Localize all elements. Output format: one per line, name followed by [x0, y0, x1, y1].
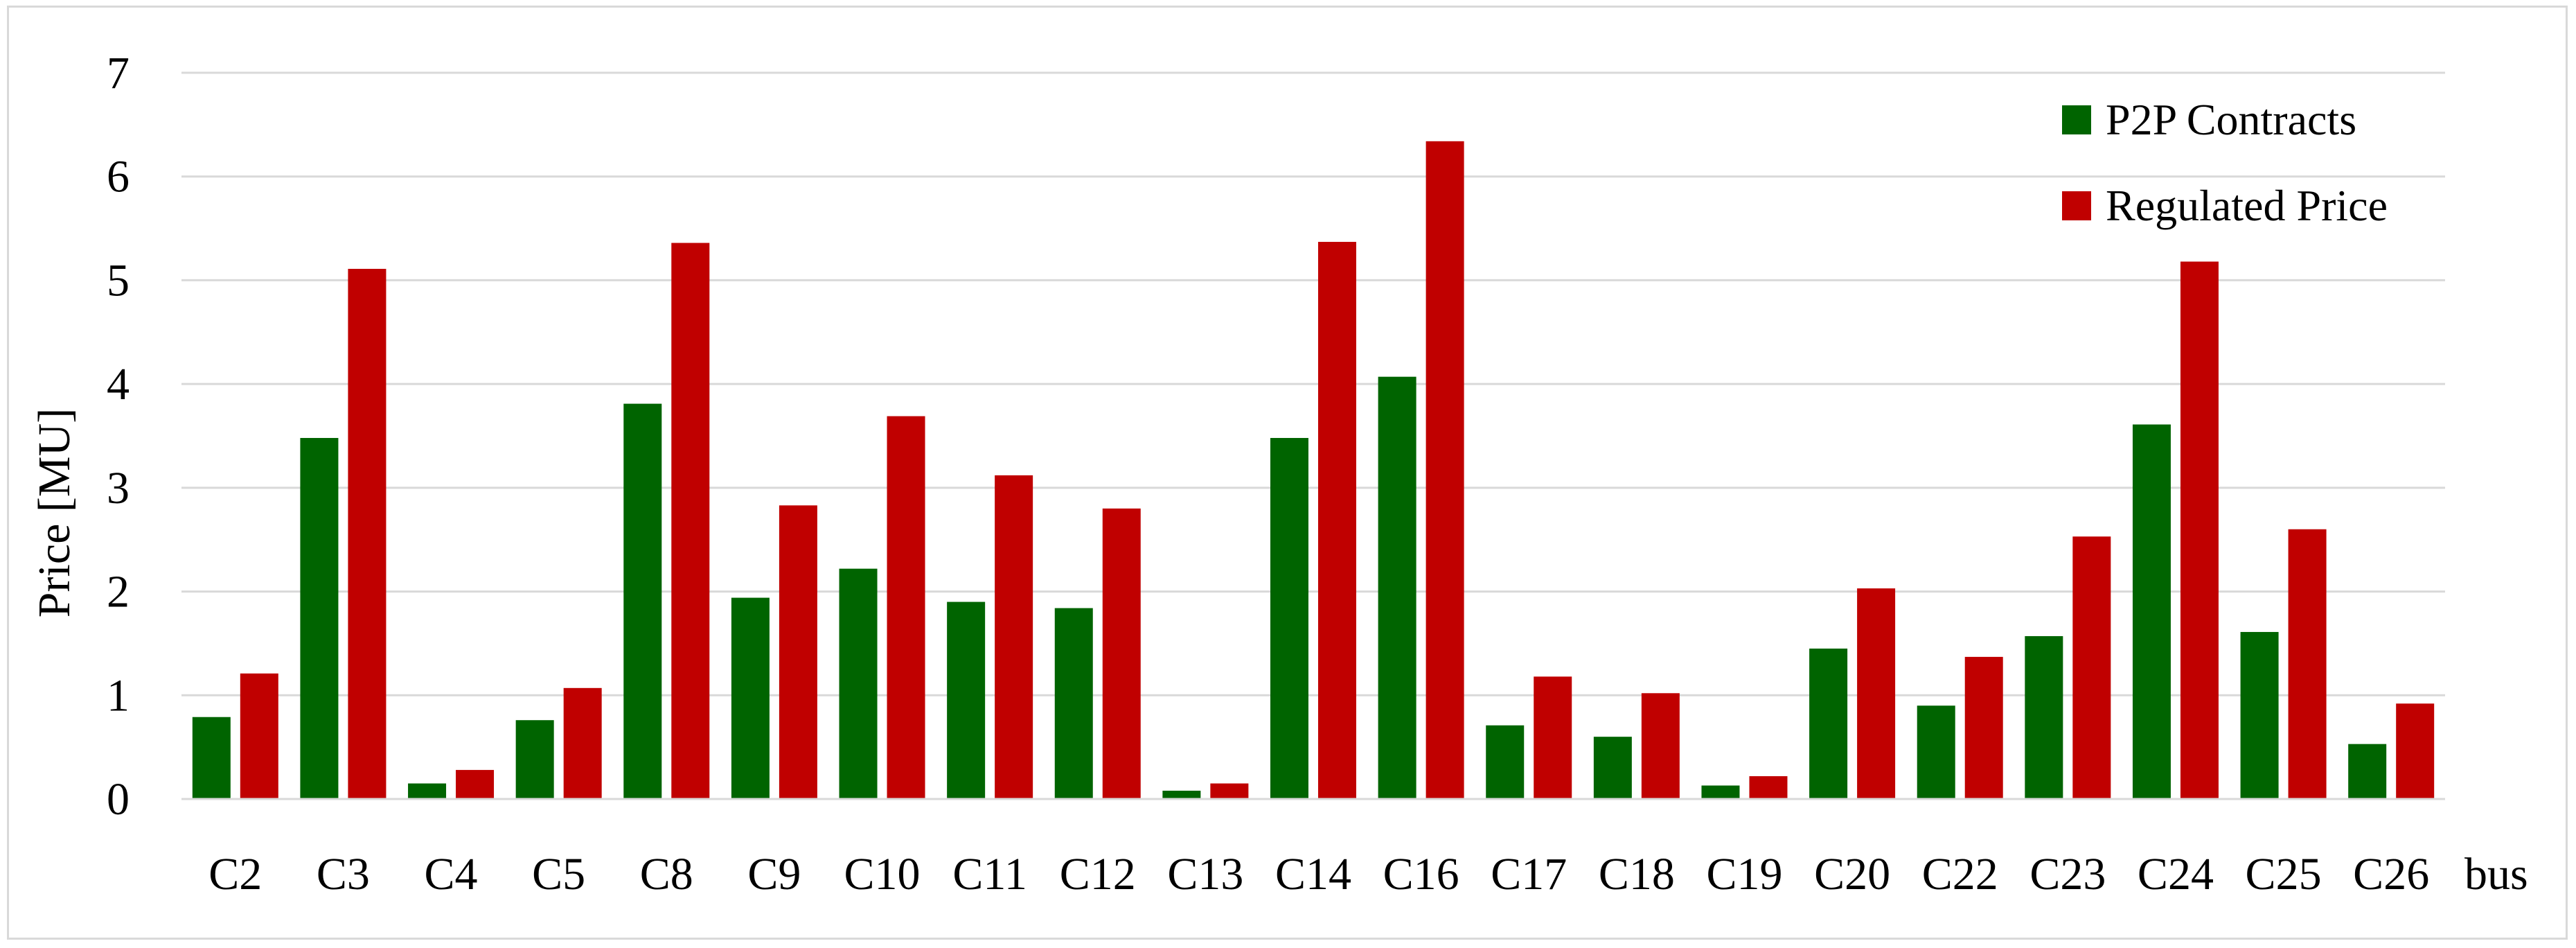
legend-swatch-regulated-price [2062, 191, 2091, 220]
bar-regulated-price-c2 [240, 673, 278, 799]
bar-regulated-price-c11 [995, 475, 1033, 799]
y-tick-label: 3 [107, 463, 130, 514]
bar-p2p-contracts-c13 [1162, 791, 1201, 799]
bar-p2p-contracts-c11 [947, 602, 986, 799]
bar-regulated-price-c19 [1749, 776, 1788, 799]
bar-regulated-price-c26 [2396, 703, 2435, 799]
bar-p2p-contracts-c5 [515, 720, 554, 799]
bar-regulated-price-c13 [1210, 783, 1249, 799]
gridlines [181, 71, 2445, 696]
y-tick-label: 4 [107, 359, 130, 410]
bar-p2p-contracts-c17 [1486, 725, 1525, 799]
bar-regulated-price-c22 [1964, 656, 2003, 799]
legend-label-p2p-contracts: P2P Contracts [2106, 95, 2356, 144]
x-tick-label: C16 [1383, 849, 1459, 899]
bar-p2p-contracts-c12 [1054, 608, 1093, 799]
legend-swatch-p2p-contracts [2062, 105, 2091, 134]
x-tick-label: C4 [425, 849, 478, 899]
legend: P2P Contracts Regulated Price [2062, 95, 2388, 230]
x-tick-label: C23 [2029, 849, 2106, 899]
x-tick-label: C20 [1814, 849, 1890, 899]
bar-regulated-price-c18 [1641, 693, 1680, 799]
bar-p2p-contracts-c18 [1593, 737, 1632, 799]
bar-regulated-price-c23 [2072, 536, 2111, 799]
bar-regulated-price-c12 [1102, 508, 1141, 799]
x-axis-ticks: C2 C3 C4 C5 C8 C9 C10 C11 C12 C13 C14 C16 C17 C18 C19 C… [208, 849, 2429, 899]
bar-p2p-contracts-c20 [1809, 648, 1848, 799]
bar-p2p-contracts-c14 [1270, 437, 1308, 799]
bar-regulated-price-c25 [2288, 529, 2327, 799]
y-tick-label: 7 [107, 48, 130, 98]
legend-label-regulated-price: Regulated Price [2106, 181, 2388, 230]
x-tick-label: C9 [747, 849, 801, 899]
bar-regulated-price-c10 [887, 416, 925, 799]
x-tick-label: C14 [1275, 849, 1351, 899]
bar-p2p-contracts-c9 [731, 597, 770, 799]
y-axis-title: Price [MU] [29, 408, 80, 617]
x-tick-label: C5 [532, 849, 585, 899]
bar-p2p-contracts-c25 [2240, 631, 2279, 799]
bar-regulated-price-c16 [1425, 141, 1464, 800]
bar-regulated-price-c5 [563, 687, 602, 799]
x-tick-label: C18 [1599, 849, 1675, 899]
x-tick-label: C26 [2353, 849, 2429, 899]
x-tick-label: C19 [1706, 849, 1782, 899]
x-tick-label: C2 [208, 849, 262, 899]
bar-p2p-contracts-c2 [192, 717, 231, 799]
y-tick-label: 5 [107, 255, 130, 306]
bar-p2p-contracts-c23 [2025, 635, 2063, 799]
bar-regulated-price-c24 [2180, 261, 2219, 800]
bar-p2p-contracts-c24 [2132, 424, 2171, 799]
bar-p2p-contracts-c4 [408, 783, 447, 799]
x-tick-label: C3 [317, 849, 370, 899]
bar-p2p-contracts-c8 [623, 403, 662, 799]
x-tick-label: C8 [640, 849, 693, 899]
x-tick-label: C22 [1922, 849, 1998, 899]
x-tick-label: C11 [952, 849, 1027, 899]
bar-p2p-contracts-c22 [1917, 705, 1955, 799]
bars [192, 141, 2435, 800]
x-tick-label: C25 [2246, 849, 2322, 899]
x-tick-label: C17 [1491, 849, 1567, 899]
bar-regulated-price-c4 [456, 770, 495, 799]
bar-regulated-price-c17 [1534, 676, 1572, 799]
y-tick-label: 1 [107, 670, 130, 721]
bar-p2p-contracts-c3 [300, 437, 339, 799]
bar-p2p-contracts-c10 [839, 568, 878, 799]
x-tick-label: C24 [2138, 849, 2214, 899]
bar-regulated-price-c3 [348, 268, 387, 800]
bar-regulated-price-c9 [779, 505, 817, 799]
bar-regulated-price-c20 [1857, 588, 1896, 799]
bar-regulated-price-c14 [1318, 242, 1356, 799]
bar-p2p-contracts-c26 [2348, 744, 2387, 799]
x-axis-title: bus [2464, 849, 2528, 899]
y-tick-label: 2 [107, 567, 130, 617]
x-tick-label: C12 [1060, 849, 1136, 899]
x-tick-label: C13 [1167, 849, 1243, 899]
x-tick-label: C10 [844, 849, 921, 899]
bar-regulated-price-c8 [671, 243, 710, 799]
y-tick-label: 6 [107, 152, 130, 202]
y-axis-ticks: 0 1 2 3 4 5 6 7 [107, 48, 130, 825]
bar-p2p-contracts-c19 [1701, 785, 1740, 799]
bar-p2p-contracts-c16 [1378, 376, 1416, 799]
y-tick-label: 0 [107, 774, 130, 825]
